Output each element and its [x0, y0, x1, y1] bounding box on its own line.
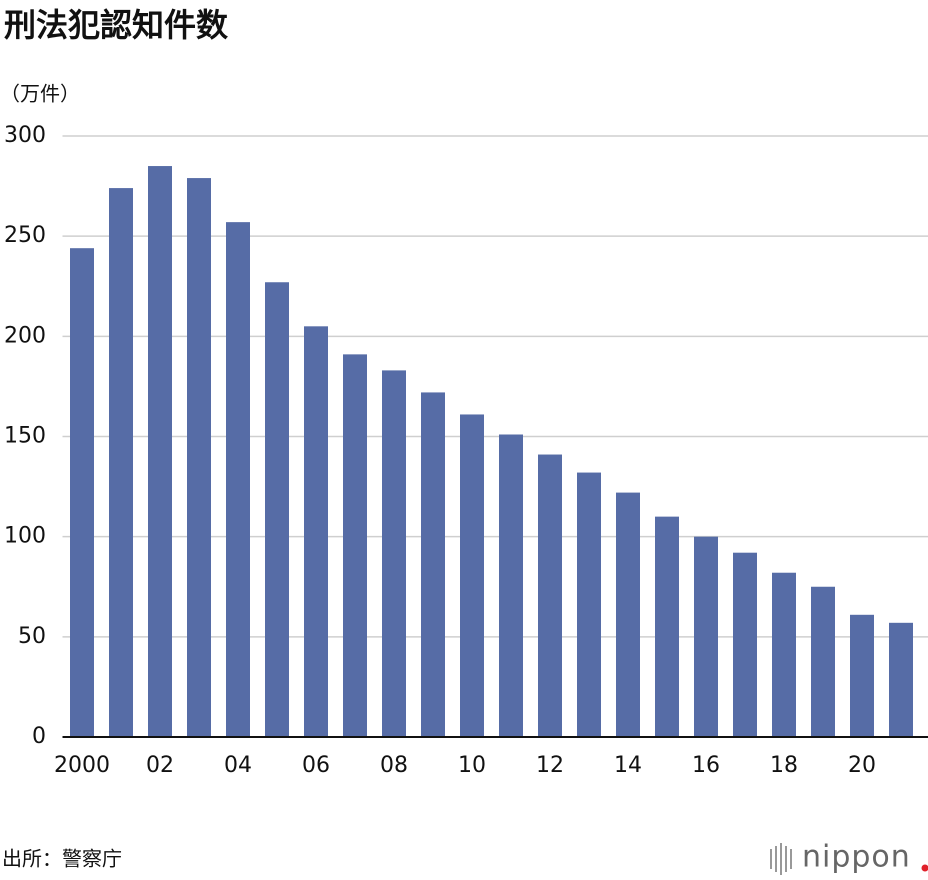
- y-tick-label: 300: [4, 123, 46, 148]
- bar: [70, 248, 94, 738]
- bar: [109, 188, 133, 737]
- y-tick-label: 0: [32, 724, 46, 749]
- y-tick-label: 100: [4, 524, 46, 549]
- y-tick-label: 200: [4, 323, 46, 348]
- x-tick-label: 10: [458, 753, 486, 778]
- y-axis-label: （万件）: [0, 82, 80, 106]
- x-tick-label: 2000: [54, 753, 110, 778]
- logo-dot: [921, 864, 928, 872]
- x-tick-label: 16: [692, 753, 720, 778]
- bar: [460, 414, 484, 737]
- bar: [655, 516, 679, 737]
- bar: [421, 392, 445, 737]
- y-tick-label: 50: [18, 624, 46, 649]
- x-tick-label: 18: [770, 753, 798, 778]
- bar: [304, 326, 328, 737]
- y-tick-label: 150: [4, 424, 46, 449]
- y-tick-label: 250: [4, 223, 46, 248]
- bar: [148, 166, 172, 738]
- bar: [850, 614, 874, 737]
- bar: [577, 472, 601, 737]
- bar: [811, 586, 835, 737]
- x-tick-label: 06: [302, 753, 330, 778]
- x-tick-label: 04: [224, 753, 252, 778]
- x-tick-label: 08: [380, 753, 408, 778]
- logo-icon: [770, 843, 792, 875]
- bar: [343, 354, 367, 737]
- x-tick-label: 14: [614, 753, 642, 778]
- x-tick-label: 20: [848, 753, 876, 778]
- bar: [226, 222, 250, 738]
- bar: [772, 572, 796, 737]
- bar: [499, 434, 523, 737]
- bar: [187, 178, 211, 737]
- x-tick-label: 02: [146, 753, 174, 778]
- chart-title: 刑法犯認知件数: [4, 6, 229, 44]
- logo: nippon: [802, 840, 911, 875]
- bar: [733, 552, 757, 737]
- bar: [616, 492, 640, 737]
- bar: [889, 622, 913, 737]
- source: 出所：警察庁: [2, 847, 122, 871]
- bar: [694, 536, 718, 737]
- bar: [382, 370, 406, 737]
- bar: [538, 454, 562, 737]
- bar: [265, 282, 289, 737]
- x-tick-label: 12: [536, 753, 564, 778]
